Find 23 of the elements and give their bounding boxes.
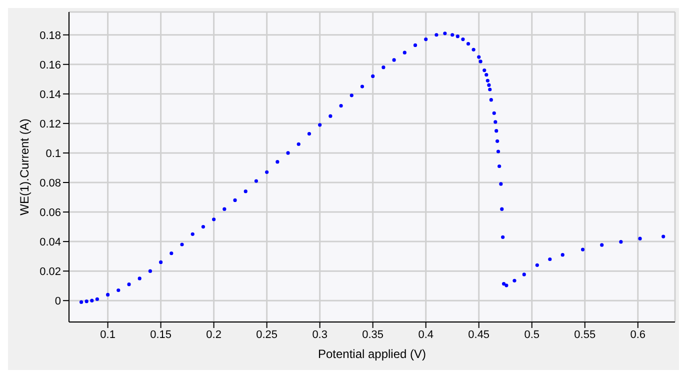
y-tick-label: 0.1 xyxy=(46,148,61,160)
x-tick-label: 0.2 xyxy=(206,328,222,341)
y-tick-label: 0.14 xyxy=(40,88,61,101)
x-tick-label: 0.45 xyxy=(468,328,490,341)
x-tick-label: 0.15 xyxy=(150,328,172,341)
y-axis-title: WE(1).Current (A) xyxy=(17,118,32,216)
x-tick-label: 0.5 xyxy=(524,328,540,341)
y-tick-label: 0.16 xyxy=(40,59,61,72)
x-tick-label: 0.35 xyxy=(362,328,384,341)
x-tick-label: 0.6 xyxy=(630,328,646,341)
x-tick-label: 0.3 xyxy=(312,328,328,341)
y-tick-label: 0.18 xyxy=(40,30,61,42)
y-tick-label: 0.08 xyxy=(40,177,61,190)
y-tick-label: 0.12 xyxy=(40,118,61,130)
x-axis-title: Potential applied (V) xyxy=(318,347,426,361)
y-tick-label: 0.06 xyxy=(40,206,61,219)
y-tick-label: 0.02 xyxy=(40,266,61,278)
y-tick-label: 0.04 xyxy=(40,236,61,248)
y-tick-label: 0 xyxy=(54,296,61,308)
x-tick-label: 0.1 xyxy=(100,328,116,341)
x-tick-label: 0.55 xyxy=(574,328,596,341)
x-tick-label: 0.25 xyxy=(256,328,278,341)
x-tick-label: 0.4 xyxy=(418,328,434,341)
